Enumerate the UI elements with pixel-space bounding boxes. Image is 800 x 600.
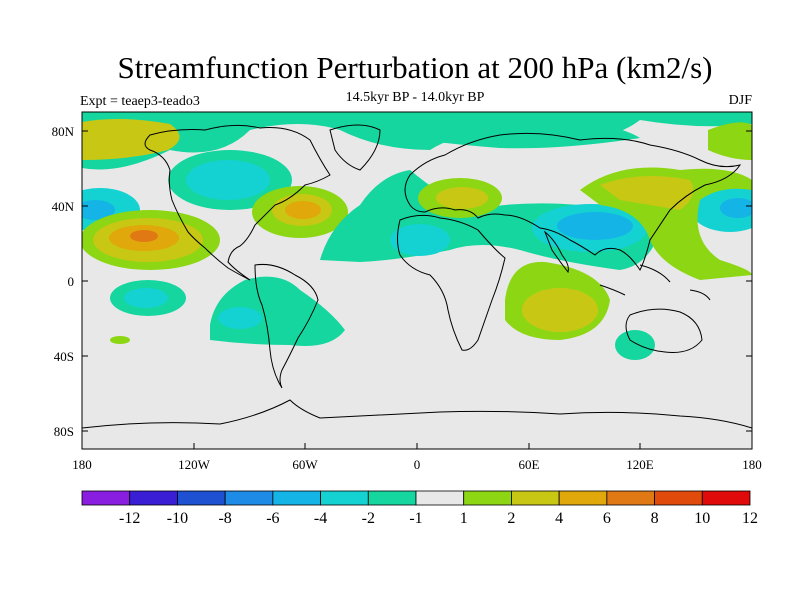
coast-greenland xyxy=(329,124,381,171)
coast-north-america xyxy=(144,124,331,281)
contour-epacific-negative-core xyxy=(720,198,752,218)
coast-maritime-asia xyxy=(599,264,711,301)
plot-subtitle: 14.5kyr BP - 14.0kyr BP xyxy=(345,90,485,105)
coast-antarctica xyxy=(82,399,752,429)
colorbar-swatch xyxy=(654,490,703,506)
contour-spacific-negative-core xyxy=(124,288,168,308)
lat-label-80s: 80S xyxy=(54,424,74,439)
colorbar-swatch xyxy=(558,490,608,506)
contour-africa-negative-inner xyxy=(390,224,450,256)
contour-eastasia-positive-core xyxy=(600,176,694,210)
colorbar-label: -4 xyxy=(314,510,327,527)
colorbar-swatch xyxy=(511,490,560,506)
lat-label-40n: 40N xyxy=(52,199,75,214)
contour-samerica-negative-core xyxy=(218,307,262,329)
colorbar-swatch xyxy=(606,490,655,506)
contour-wpacific-negative-core xyxy=(82,200,115,220)
colorbar-swatch xyxy=(320,490,369,506)
colorbar-label: -1 xyxy=(409,510,422,527)
experiment-label: Expt = teaep3-teado3 xyxy=(80,94,200,109)
contour-eurasia-negative xyxy=(420,115,640,149)
colorbar-swatch xyxy=(224,490,274,506)
colorbar-label: 4 xyxy=(555,510,563,527)
lon-label-60w: 60W xyxy=(292,457,318,472)
contour-fill-layer xyxy=(82,112,752,360)
plot-title: Streamfunction Perturbation at 200 hPa (… xyxy=(117,50,713,85)
contour-indian-positive-core xyxy=(522,288,598,332)
lon-label-180w: 180 xyxy=(72,457,92,472)
colorbar-swatch xyxy=(177,490,226,506)
lat-tick-marks xyxy=(82,130,752,432)
colorbar-label: -6 xyxy=(266,510,279,527)
coast-eurasia xyxy=(404,132,742,271)
contour-pacific-positive-peak xyxy=(130,230,158,242)
colorbar-swatch xyxy=(272,490,321,506)
colorbar-label: 2 xyxy=(507,510,515,527)
colorbar-swatch xyxy=(463,490,512,506)
lat-label-80n: 80N xyxy=(52,124,75,139)
colorbar-label: 1 xyxy=(460,510,468,527)
colorbar-swatch xyxy=(415,490,465,506)
lat-label-40s: 40S xyxy=(54,349,74,364)
contour-atlantic-positive-core xyxy=(285,201,321,219)
coast-africa xyxy=(397,214,506,351)
colorbar-swatch xyxy=(81,490,131,506)
colorbar-swatch xyxy=(367,490,417,506)
contour-sw-positive xyxy=(110,336,130,344)
lon-tick-marks xyxy=(81,443,753,449)
coast-australia xyxy=(625,308,703,353)
season-label: DJF xyxy=(728,93,752,108)
colorbar-label: 10 xyxy=(694,510,710,527)
colorbar-label: -8 xyxy=(218,510,231,527)
colorbar-swatch xyxy=(129,490,178,506)
contour-asia-negative-core xyxy=(557,212,633,240)
colorbar-label: -10 xyxy=(167,510,188,527)
lon-label-120w: 120W xyxy=(178,457,211,472)
colorbar-label: -2 xyxy=(362,510,375,527)
colorbar-label: -12 xyxy=(119,510,140,527)
colorbar-swatch xyxy=(701,490,751,506)
contour-namerica-negative-inner xyxy=(186,160,270,200)
colorbar: -12 -10 -8 -6 -4 -2 -1 1 2 4 6 8 10 12 xyxy=(81,490,758,527)
colorbar-label: 12 xyxy=(742,510,758,527)
lon-label-180e: 180 xyxy=(742,457,762,472)
axis-ticks: 80N 40N 0 40S 80S 180 120W 60W 0 60E 120… xyxy=(52,124,762,472)
contour-australia-negative xyxy=(615,330,655,360)
coast-south-america xyxy=(254,264,319,389)
coastlines xyxy=(82,124,752,429)
lat-label-0: 0 xyxy=(68,274,75,289)
lon-label-0: 0 xyxy=(414,457,421,472)
contour-ne-positive xyxy=(708,122,752,160)
colorbar-label: 8 xyxy=(651,510,659,527)
contour-europe-positive-core xyxy=(436,187,488,209)
contour-nw-positive xyxy=(82,118,180,160)
coast-india xyxy=(543,230,569,274)
lon-label-120e: 120E xyxy=(626,457,654,472)
lon-label-60e: 60E xyxy=(519,457,540,472)
colorbar-label: 6 xyxy=(603,510,611,527)
